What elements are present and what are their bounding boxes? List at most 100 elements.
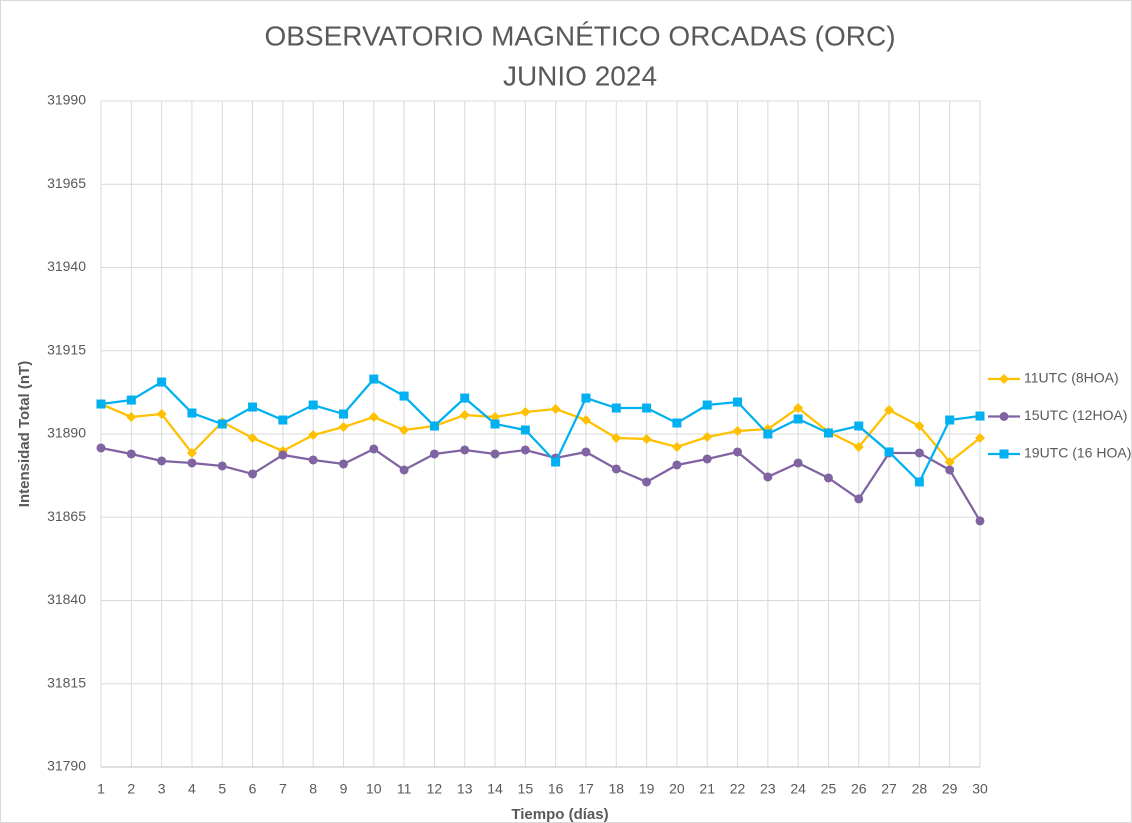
marker [945, 465, 955, 475]
marker [520, 425, 530, 435]
marker [793, 403, 804, 414]
x-tick-label: 21 [699, 781, 715, 797]
y-tick-label: 31840 [47, 591, 86, 607]
marker [460, 393, 470, 403]
marker [126, 449, 136, 459]
y-tick-label: 31915 [47, 341, 86, 357]
marker [157, 377, 167, 387]
marker [854, 494, 864, 504]
marker [278, 450, 288, 460]
marker [157, 456, 167, 466]
series-line [100, 446, 981, 522]
x-tick-label: 28 [912, 781, 928, 797]
marker [793, 414, 803, 424]
marker [975, 516, 985, 526]
marker [823, 428, 833, 438]
marker [854, 421, 864, 431]
marker [999, 374, 1009, 384]
marker [945, 415, 955, 425]
marker [914, 477, 924, 487]
marker [369, 374, 379, 384]
marker [581, 393, 591, 403]
marker [999, 412, 1009, 421]
marker [672, 460, 682, 470]
x-tick-label: 8 [309, 781, 317, 797]
marker [247, 432, 258, 443]
marker [368, 412, 379, 423]
y-tick-label: 31940 [47, 258, 86, 274]
marker [520, 445, 530, 455]
y-tick-label: 31790 [47, 758, 86, 774]
marker [308, 429, 319, 440]
marker [429, 449, 439, 459]
x-tick-label: 4 [188, 781, 196, 797]
series-line [100, 402, 981, 464]
marker [733, 447, 743, 457]
marker [580, 415, 591, 426]
x-tick-label: 2 [127, 781, 135, 797]
marker [460, 445, 470, 455]
marker [611, 403, 621, 413]
legend-label: 19UTC (16 HOA) [1024, 445, 1131, 461]
marker [823, 473, 833, 483]
marker [702, 400, 712, 410]
marker [733, 397, 743, 407]
marker [581, 447, 591, 457]
marker [96, 443, 106, 453]
x-tick-label: 5 [218, 781, 226, 797]
x-tick-label: 30 [972, 781, 988, 797]
marker [248, 469, 258, 479]
marker [642, 403, 652, 413]
y-tick-label: 31890 [47, 425, 86, 441]
marker [156, 409, 167, 420]
marker [702, 454, 712, 464]
x-tick-label: 25 [821, 781, 837, 797]
legend-label: 15UTC (12HOA) [1024, 407, 1127, 423]
marker [672, 418, 682, 428]
x-tick-label: 13 [457, 781, 473, 797]
x-tick-label: 1 [97, 781, 105, 797]
x-tick-label: 3 [158, 781, 166, 797]
x-tick-label: 12 [427, 781, 443, 797]
x-tick-label: 9 [340, 781, 348, 797]
marker [308, 455, 318, 465]
x-tick-label: 29 [942, 781, 958, 797]
marker [126, 395, 136, 405]
marker [278, 415, 288, 425]
marker [338, 459, 348, 469]
marker [763, 472, 773, 482]
x-tick-label: 26 [851, 781, 867, 797]
marker [96, 399, 106, 409]
marker [914, 421, 925, 432]
x-tick-label: 27 [881, 781, 897, 797]
marker [884, 447, 894, 457]
x-tick-label: 10 [366, 781, 382, 797]
marker [914, 448, 924, 458]
x-tick-label: 20 [669, 781, 685, 797]
x-tick-label: 7 [279, 781, 287, 797]
x-tick-label: 22 [730, 781, 746, 797]
chart-title: JUNIO 2024 [503, 60, 657, 91]
x-tick-label: 23 [760, 781, 776, 797]
marker [611, 432, 622, 443]
marker [853, 441, 864, 452]
marker [217, 461, 227, 471]
marker [793, 458, 803, 468]
marker [187, 458, 197, 468]
y-tick-label: 31865 [47, 508, 86, 524]
x-axis-label: Tiempo (días) [511, 806, 608, 823]
x-tick-label: 17 [578, 781, 594, 797]
marker [702, 431, 713, 442]
x-tick-label: 18 [608, 781, 624, 797]
marker [975, 432, 985, 443]
marker [641, 433, 652, 444]
marker [248, 402, 258, 412]
marker [999, 449, 1009, 459]
x-tick-label: 11 [397, 781, 412, 797]
marker [308, 400, 318, 410]
marker [944, 456, 955, 467]
marker [732, 426, 743, 437]
x-tick-label: 14 [487, 781, 503, 797]
